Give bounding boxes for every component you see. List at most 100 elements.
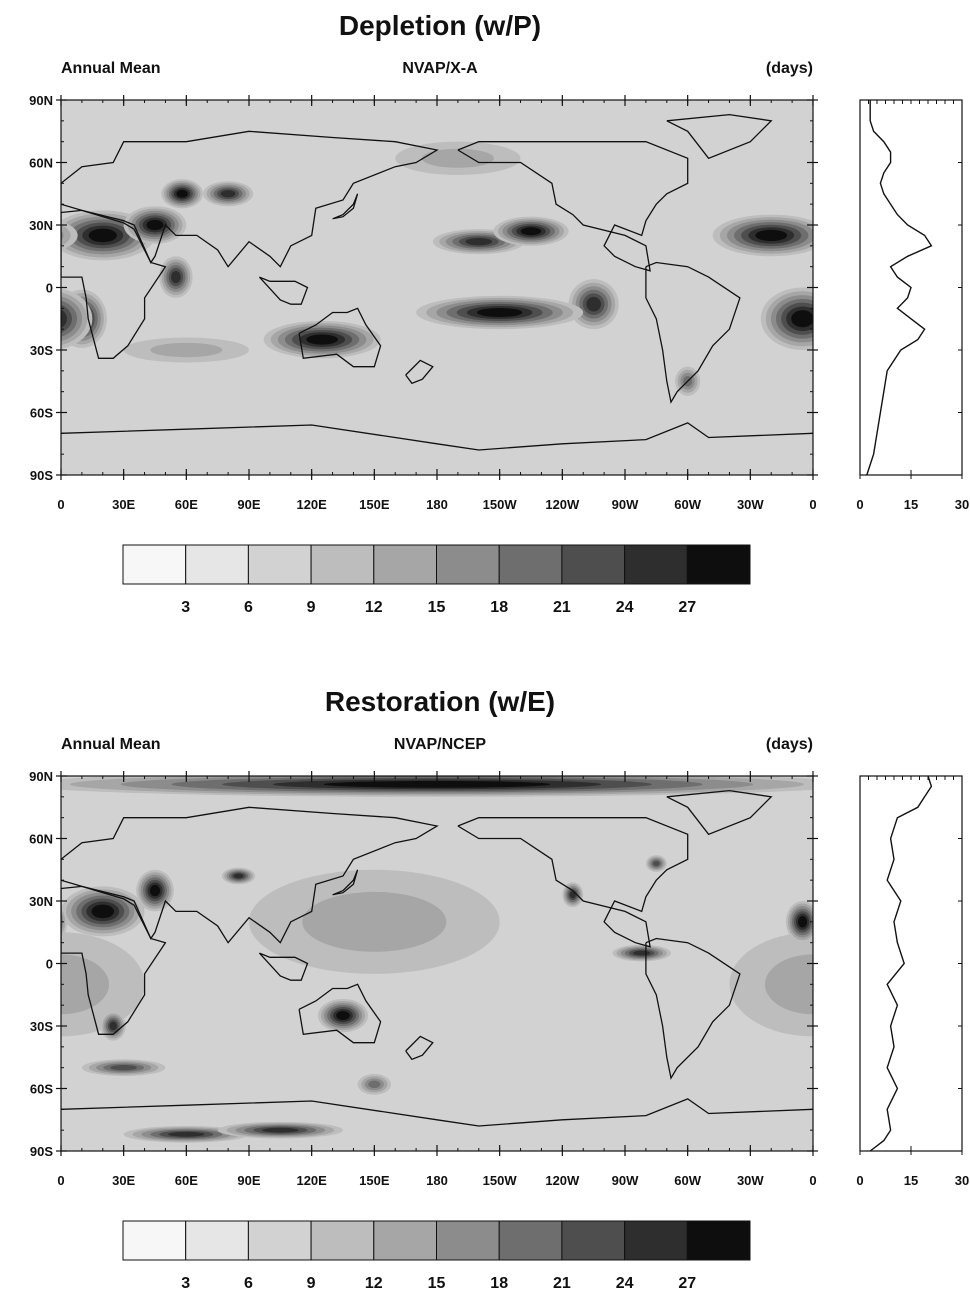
colorbar-box <box>374 545 437 584</box>
colorbar-box <box>123 1221 186 1260</box>
contour-fill <box>42 911 59 932</box>
contour-fill <box>422 149 494 168</box>
colorbar-label: 24 <box>616 1275 634 1292</box>
lon-tick-label: 30E <box>112 497 135 512</box>
colorbar-box <box>499 1221 562 1260</box>
colorbar-box <box>437 545 500 584</box>
colorbar-box <box>625 1221 688 1260</box>
contour-fill <box>150 885 160 896</box>
map-field <box>0 772 970 1151</box>
colorbar-box <box>186 1221 249 1260</box>
lat-tick-label: 90S <box>30 468 53 483</box>
contour-fill <box>176 190 187 198</box>
lon-tick-label: 120W <box>545 497 580 512</box>
colorbar-box <box>437 1221 500 1260</box>
contour-fill <box>791 310 814 327</box>
colorbar-box <box>687 1221 750 1260</box>
lat-tick-label: 30N <box>29 218 53 233</box>
contour-fill <box>34 306 67 331</box>
contour-fill <box>171 271 181 283</box>
profile-frame <box>860 776 962 1151</box>
lon-tick-label: 0 <box>57 1173 64 1188</box>
profile-tick-label: 15 <box>904 497 918 512</box>
lon-tick-label: 90E <box>237 497 260 512</box>
colorbar-box <box>248 545 311 584</box>
lon-tick-label: 30W <box>737 1173 764 1188</box>
colorbar-box <box>625 545 688 584</box>
contour-fill <box>221 190 236 197</box>
lat-tick-label: 60N <box>29 156 53 171</box>
colorbar-box <box>687 545 750 584</box>
lat-tick-label: 90S <box>30 1144 53 1159</box>
lon-tick-label: 0 <box>809 497 816 512</box>
colorbar-label: 9 <box>307 599 316 616</box>
contour-fill <box>39 310 62 327</box>
profile-tick-label: 0 <box>856 497 863 512</box>
contour-fill <box>633 951 650 956</box>
contour-fill <box>110 1065 137 1070</box>
colorbar-label: 27 <box>678 1275 696 1292</box>
contour-fill <box>46 916 55 927</box>
colorbar-box <box>123 545 186 584</box>
lat-tick-label: 90N <box>29 93 53 108</box>
contour-fill <box>89 229 117 243</box>
contour-fill <box>150 343 222 357</box>
colorbar-label: 15 <box>428 599 446 616</box>
contour-fill <box>815 297 853 341</box>
lon-tick-label: 30W <box>737 497 764 512</box>
lat-tick-label: 90N <box>29 769 53 784</box>
contour-fill <box>809 290 859 348</box>
lon-tick-label: 60W <box>674 1173 701 1188</box>
colorbar-box <box>311 545 374 584</box>
colorbar-label: 18 <box>490 1275 508 1292</box>
lon-tick-label: 150W <box>483 497 518 512</box>
contour-fill <box>653 861 660 866</box>
colorbar-box <box>562 545 625 584</box>
contour-fill <box>0 775 1 794</box>
lon-tick-label: 120E <box>296 497 327 512</box>
lat-tick-label: 0 <box>46 281 53 296</box>
lat-tick-label: 60S <box>30 1082 53 1097</box>
depletion-panel: Depletion (w/P) Annual Mean NVAP/X-A (da… <box>0 0 970 640</box>
contour-fill <box>234 874 244 879</box>
colorbar-label: 12 <box>365 1275 383 1292</box>
colorbar-label: 21 <box>553 1275 571 1292</box>
colorbar-box <box>499 545 562 584</box>
profile-tick-label: 30 <box>955 497 969 512</box>
colorbar-label: 15 <box>428 1275 446 1292</box>
colorbar-label: 21 <box>553 599 571 616</box>
profile-tick-label: 0 <box>856 1173 863 1188</box>
lat-tick-label: 0 <box>46 957 53 972</box>
lon-tick-label: 90W <box>612 1173 639 1188</box>
colorbar-box <box>311 1221 374 1260</box>
contour-fill <box>168 1132 205 1137</box>
lon-tick-label: 30E <box>112 1173 135 1188</box>
contour-fill <box>40 909 61 935</box>
lon-tick-label: 90E <box>237 1173 260 1188</box>
colorbar-box <box>186 545 249 584</box>
contour-fill <box>827 311 841 327</box>
colorbar-label: 3 <box>181 599 190 616</box>
colorbar-box <box>562 1221 625 1260</box>
contour-fill <box>755 230 787 241</box>
contour-fill <box>824 307 844 330</box>
colorbar-label: 6 <box>244 599 253 616</box>
colorbar-label: 12 <box>365 599 383 616</box>
colorbar-label: 6 <box>244 1275 253 1292</box>
lon-tick-label: 0 <box>809 1173 816 1188</box>
lon-tick-label: 0 <box>57 497 64 512</box>
profile-tick-label: 15 <box>904 1173 918 1188</box>
lon-tick-label: 180 <box>426 1173 448 1188</box>
contour-fill <box>368 1081 380 1089</box>
map-field <box>0 100 970 475</box>
lon-tick-label: 150W <box>483 1173 518 1188</box>
lon-tick-label: 60E <box>175 1173 198 1188</box>
contour-fill <box>966 187 970 201</box>
lat-tick-label: 30S <box>30 1019 53 1034</box>
lon-tick-label: 180 <box>426 497 448 512</box>
lat-tick-label: 60N <box>29 832 53 847</box>
contour-fill <box>821 304 847 334</box>
lat-tick-label: 60S <box>30 406 53 421</box>
